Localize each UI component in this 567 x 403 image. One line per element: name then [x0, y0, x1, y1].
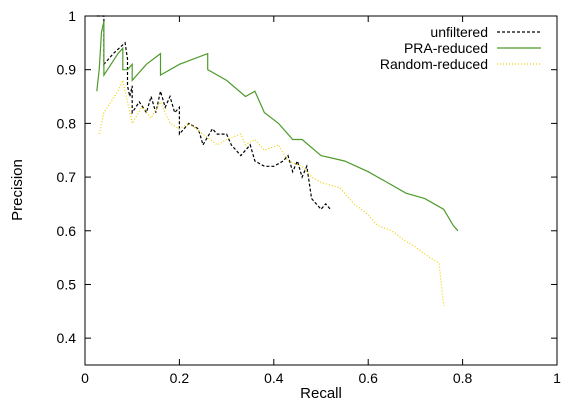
series-line-pra-reduced	[96, 21, 459, 232]
x-tick-label: 0.4	[264, 370, 284, 386]
x-tick-label: 0.6	[358, 370, 378, 386]
x-tick-label: 1	[553, 370, 561, 386]
axis-ticks: 0 0.2 0.4 0.6 0.8 1 0.4 0.5 0.6 0.7 0.8 0.9 1	[57, 8, 562, 386]
y-tick-label: 0.4	[57, 330, 77, 346]
y-tick-label: 1	[68, 8, 76, 24]
legend-label: unfiltered	[430, 24, 488, 40]
y-tick-label: 0.8	[57, 115, 77, 131]
series-line-unfiltered	[96, 15, 331, 211]
series-line-random-reduced	[98, 78, 445, 306]
x-tick-label: 0.8	[453, 370, 473, 386]
plot-frame	[84, 15, 558, 366]
x-tick-label: 0	[81, 370, 89, 386]
y-tick-label: 0.6	[57, 223, 77, 239]
legend-label: Random-reduced	[380, 56, 488, 72]
y-axis-title: Precision	[9, 159, 26, 221]
series-lines	[96, 15, 459, 306]
legend-label: PRA-reduced	[404, 40, 488, 56]
x-tick-label: 0.2	[170, 370, 190, 386]
y-tick-label: 0.9	[57, 62, 77, 78]
y-tick-label: 0.5	[57, 276, 77, 292]
y-tick-label: 0.7	[57, 169, 77, 185]
x-axis-title: Recall	[300, 385, 342, 402]
